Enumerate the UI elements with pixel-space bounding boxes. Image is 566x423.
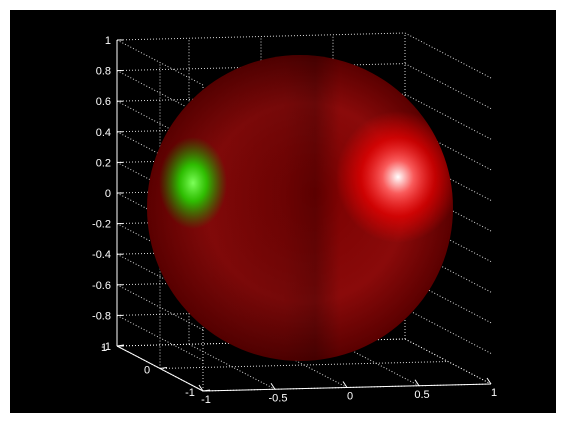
green-light-highlight xyxy=(159,137,227,229)
grid-line-z-right xyxy=(404,63,492,110)
z-tick-label: 0.6 xyxy=(96,96,111,108)
z-tick-label: 0 xyxy=(105,188,111,200)
grid-line-z-right xyxy=(404,32,492,79)
x-tick-label: 1 xyxy=(491,387,497,399)
x-tick-mark xyxy=(270,382,276,390)
sphere-surface[interactable] xyxy=(147,50,460,370)
grid-line-z-left xyxy=(116,284,204,331)
grid-line-z-left xyxy=(116,100,204,147)
z-tick-label: 0.2 xyxy=(96,157,111,169)
grid-line-z-right xyxy=(404,93,492,140)
y-tick-label: 0 xyxy=(144,365,150,377)
x-tick-label: 0.5 xyxy=(414,389,429,401)
z-tick-label: -0.2 xyxy=(92,219,111,231)
z-tick-label: -0.8 xyxy=(92,310,111,322)
z-tick-label: -0.4 xyxy=(92,249,111,261)
grid-line-z-right xyxy=(404,124,492,171)
y-tick-mark xyxy=(202,389,211,392)
grid-line-z-right xyxy=(404,307,492,354)
grid-line-z-left xyxy=(116,70,204,117)
x-tick-label: -1 xyxy=(201,394,211,406)
y-tick-mark xyxy=(159,367,168,369)
z-tick-label: 1 xyxy=(105,35,111,47)
z-tick-label: -1 xyxy=(101,341,111,353)
x-tick-label: 0 xyxy=(347,391,353,403)
grid-line-y-floor xyxy=(159,361,449,369)
x-tick-mark xyxy=(198,384,204,392)
grid-line-z-right xyxy=(404,246,492,293)
y-tick-label: 1 xyxy=(101,342,107,354)
x-tick-mark xyxy=(414,379,420,387)
red-light-highlight xyxy=(336,111,453,243)
z-tick-label: 0.8 xyxy=(96,66,111,78)
grid-line-z-right xyxy=(404,277,492,324)
x-tick-label: -0.5 xyxy=(269,392,288,404)
axis-lines xyxy=(116,39,492,392)
x-tick-mark xyxy=(342,381,348,388)
z-tick-label: -0.6 xyxy=(92,280,111,292)
z-tick-label: 0.4 xyxy=(96,127,111,139)
grid-line-z-left xyxy=(116,39,204,86)
grid-line-z-back xyxy=(116,32,406,41)
x-tick-mark xyxy=(486,377,492,385)
tick-labels: 1 0.8 0.6 0.4 0.2 0 -0.2 -0.4 -0.6 -0.8 -1 -1 -0.5 0 0… xyxy=(92,35,497,406)
y-tick-label: -1 xyxy=(185,387,195,399)
grid-line-z-left xyxy=(116,253,204,300)
y-tick-mark xyxy=(116,344,125,347)
